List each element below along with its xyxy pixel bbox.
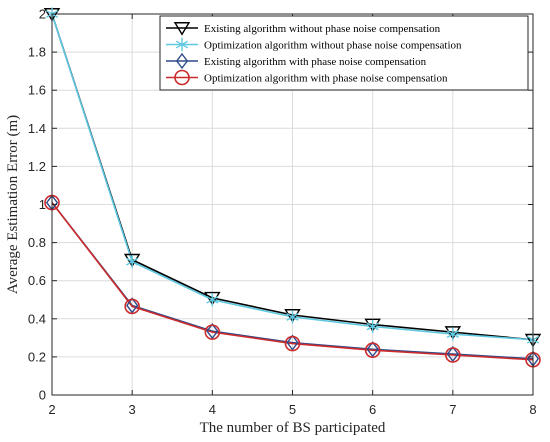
y-tick-label: 0.6 [28, 273, 46, 288]
legend-label: Existing algorithm without phase noise c… [204, 23, 441, 35]
x-tick-label: 6 [369, 402, 376, 417]
x-tick-label: 5 [289, 402, 296, 417]
legend-label: Existing algorithm with phase noise comp… [204, 56, 427, 68]
y-axis-title: Average Estimation Error (m) [5, 115, 21, 294]
data-point [124, 298, 140, 315]
data-point [204, 324, 221, 340]
x-tick-label: 8 [529, 402, 536, 417]
x-tick-label: 2 [48, 402, 55, 417]
x-tick-label: 4 [209, 402, 216, 417]
x-tick-label: 3 [129, 402, 136, 417]
y-tick-label: 0.8 [28, 235, 46, 250]
y-tick-label: 0 [39, 388, 46, 403]
data-point [206, 323, 219, 340]
y-tick-label: 1 [39, 197, 46, 212]
x-tick-label: 7 [449, 402, 456, 417]
legend-marker [175, 52, 189, 70]
legend-box [159, 15, 529, 91]
data-point [206, 293, 219, 307]
data-point [446, 327, 459, 341]
data-point [126, 255, 139, 269]
series-layer [43, 7, 542, 368]
legend: Existing algorithm without phase noise c… [159, 15, 529, 91]
legend-marker [174, 69, 190, 86]
legend-label: Optimization algorithm without phase noi… [204, 40, 462, 52]
y-tick-label: 1.2 [28, 159, 46, 174]
data-point [446, 345, 459, 363]
y-tick-label: 0.2 [28, 349, 46, 364]
series-line [51, 202, 534, 361]
x-axis-title: The number of BS participated [200, 420, 386, 436]
data-point [286, 310, 299, 324]
data-point [366, 341, 379, 358]
data-point [286, 334, 299, 351]
data-point [364, 342, 381, 359]
y-tick-label: 1.8 [28, 45, 46, 60]
y-tick-label: 1.4 [28, 121, 46, 136]
y-tick-label: 2 [39, 7, 46, 22]
legend-marker [175, 37, 189, 52]
tick-labels: 2 3 4 5 6 7 8 0 0.2 0.4 0.6 0.8 1 1.2 1.4 1.6 1.8 2 [28, 7, 537, 418]
data-point [445, 347, 461, 363]
y-tick-label: 1.6 [28, 83, 46, 98]
data-point [126, 297, 139, 314]
legend-marker [173, 22, 191, 36]
y-tick-label: 0.4 [28, 311, 46, 326]
data-point [366, 319, 379, 334]
data-point [284, 335, 301, 352]
legend-label: Optimization algorithm with phase noise … [204, 73, 448, 85]
